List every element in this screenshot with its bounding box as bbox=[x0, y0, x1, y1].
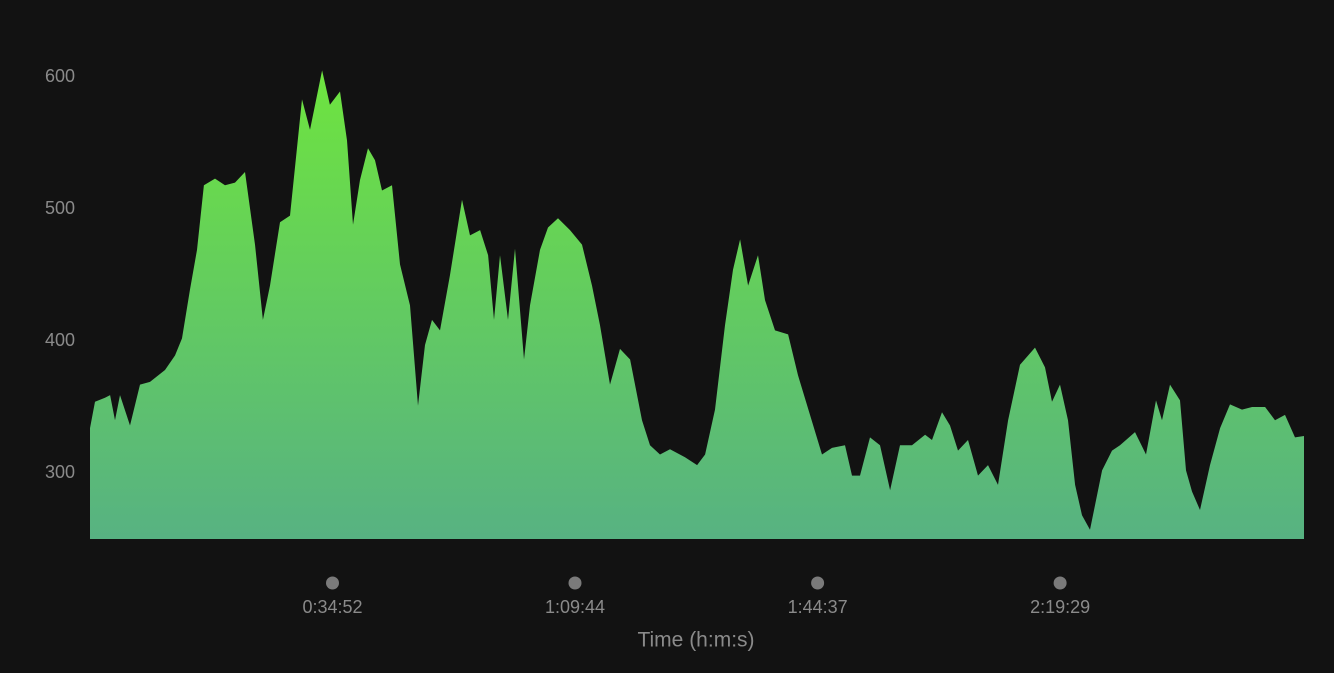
y-tick-label: 500 bbox=[45, 198, 75, 218]
y-tick-label: 600 bbox=[45, 66, 75, 86]
y-tick-label: 400 bbox=[45, 330, 75, 350]
x-tick-label: 1:09:44 bbox=[545, 597, 605, 617]
area bbox=[90, 70, 1304, 540]
x-tick-label: 2:19:29 bbox=[1030, 597, 1090, 617]
x-tick-dot bbox=[325, 576, 339, 590]
y-tick-label: 300 bbox=[45, 462, 75, 482]
x-tick-dot bbox=[568, 576, 582, 590]
x-axis-title: Time (h:m:s) bbox=[637, 629, 754, 652]
x-tick-label: 1:44:37 bbox=[788, 597, 848, 617]
x-tick-dot bbox=[1053, 576, 1067, 590]
x-tick-label: 0:34:52 bbox=[302, 597, 362, 617]
x-tick-dot bbox=[811, 576, 825, 590]
